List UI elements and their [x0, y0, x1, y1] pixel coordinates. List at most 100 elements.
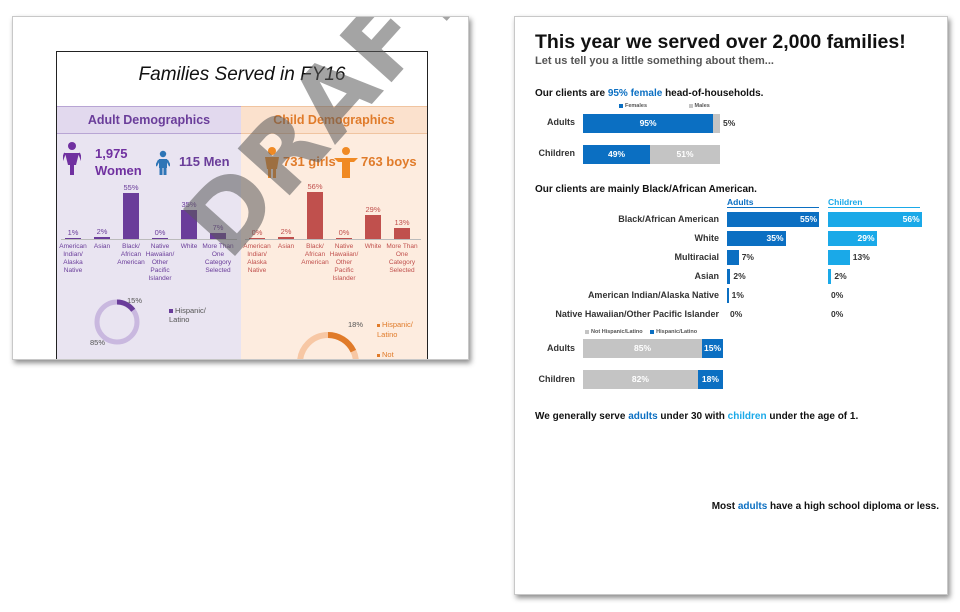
stacked-segment: 95% [583, 114, 714, 133]
education-statement: Most adults have a high school diploma o… [711, 501, 939, 512]
race-bar [152, 238, 168, 239]
adult-panel-header: Adult Demographics [57, 106, 241, 134]
stacked-segment: 85% [583, 339, 702, 358]
race-bar [727, 269, 731, 284]
race-bar-value: 2% [733, 271, 746, 281]
race-bar-value: 29% [365, 204, 381, 214]
race-bar-value: 0% [730, 309, 743, 319]
gender-legend: Females Males [619, 103, 710, 109]
race-bar [365, 214, 381, 239]
race-bar-value: 55% [799, 214, 817, 224]
race-bar-value: 0% [831, 309, 844, 319]
ethnicity-adults-label: Adults [547, 343, 575, 353]
race-col-children: Children [828, 197, 920, 208]
stacked-segment: 49% [583, 145, 651, 164]
race-bar [727, 231, 786, 246]
race-bar-value: 7% [741, 252, 754, 262]
race-category-label: Asian [277, 243, 295, 250]
race-bar-value: 13% [852, 252, 870, 262]
girls-label: 731 girls [283, 154, 336, 169]
race-bar [278, 237, 294, 239]
race-category-label: American Indian/ Alaska Native [243, 243, 271, 274]
race-category-label: White [694, 233, 720, 243]
child-ethnicity-donut [297, 332, 359, 359]
boy-icon [334, 147, 358, 178]
race-category-label: Native Hawaiian/ Other Pacific Islander [145, 243, 175, 282]
race-bar-value: 2% [834, 271, 847, 281]
gender-children-label: Children [538, 148, 575, 158]
adult-not-hispanic-pct: 85% [90, 338, 106, 347]
race-category-label: More Than One Category Selected [386, 243, 418, 274]
page-title: This year we served over 2,000 families! [535, 31, 906, 53]
gender-heading: Our clients are 95% female head-of-house… [535, 88, 764, 99]
age-statement: We generally serve adults under 30 with … [535, 411, 859, 422]
race-category-label: Black/ African American [117, 243, 145, 266]
axis-line [245, 239, 421, 240]
race-bar [307, 192, 323, 239]
race-category-label: Asian [93, 243, 111, 250]
race-category-label: Native Hawaiian/ Other Pacific Islander [329, 243, 359, 282]
child-demographics-panel: Child Demographics 731 girls 763 boys 0%… [241, 106, 427, 359]
adult-demographics-panel: Adult Demographics 1,975 Women 115 Men 1… [57, 106, 242, 359]
race-bar-value: 35% [181, 199, 197, 209]
race-category-label: American Indian/Alaska Native [587, 290, 719, 300]
page-subtitle: Let us tell you a little something about… [535, 55, 774, 67]
race-bar [249, 238, 265, 239]
race-bar [828, 231, 877, 246]
race-category-label: Native Hawaiian/Other Pacific Islander [555, 309, 719, 319]
race-bar [727, 250, 739, 265]
stacked-segment [713, 114, 720, 133]
race-category-label: Multiracial [674, 252, 719, 262]
race-bar [828, 269, 832, 284]
child-panel-header: Child Demographics [241, 106, 427, 134]
race-bar [727, 212, 819, 227]
ethnicity-children-label: Children [538, 374, 575, 384]
race-category-label: Black/African American [618, 214, 719, 224]
race-bar-value: 55% [123, 183, 139, 193]
race-bar [828, 250, 850, 265]
race-bar-value: 0% [251, 228, 263, 237]
child-donut-legend-not: Not [377, 350, 394, 359]
left-slide-thumbnail[interactable]: Families Served in FY16 Adult Demographi… [12, 16, 469, 360]
race-bar [94, 237, 110, 239]
stacked-segment: 51% [650, 145, 720, 164]
race-bar-value: 35% [766, 233, 784, 243]
race-bar-value: 1% [731, 290, 744, 300]
race-bar-value: 0% [154, 228, 166, 237]
stacked-segment: 82% [583, 370, 698, 389]
race-category-label: White [364, 243, 382, 250]
man-icon [156, 150, 170, 175]
women-count: 1,975 [95, 146, 128, 161]
race-bar-value: 1% [67, 228, 79, 237]
race-bar-value: 7% [212, 223, 224, 233]
gender-adults-label: Adults [547, 117, 575, 127]
race-bar [394, 228, 410, 239]
slide-frame: Families Served in FY16 Adult Demographi… [56, 51, 428, 359]
race-category-label: Black/ African American [301, 243, 329, 266]
race-bar-value: 29% [857, 233, 875, 243]
race-category-label: American Indian/ Alaska Native [59, 243, 87, 274]
slide-title: Families Served in FY16 [138, 64, 346, 85]
race-bar-value: 0% [831, 290, 844, 300]
race-bar-value: 56% [307, 182, 323, 192]
race-bar [181, 209, 197, 239]
right-page-thumbnail[interactable]: This year we served over 2,000 families!… [514, 16, 948, 595]
race-bar [65, 238, 81, 239]
ethnicity-legend: Not Hispanic/Latino Hispanic/Latino [585, 329, 697, 335]
axis-line [61, 239, 237, 240]
adult-ethnicity-donut [94, 299, 140, 345]
race-bar-value: 2% [280, 227, 292, 237]
boys-label: 763 boys [361, 154, 417, 169]
stacked-segment: 15% [702, 339, 723, 358]
race-category-label: White [180, 243, 198, 250]
adult-donut-legend: Hispanic/ Latino [169, 306, 206, 324]
race-bar [336, 238, 352, 239]
child-donut-legend: Hispanic/ Latino [377, 320, 413, 339]
race-bar [828, 212, 922, 227]
race-bar [210, 233, 226, 239]
race-heading: Our clients are mainly Black/African Ame… [535, 184, 757, 195]
race-category-label: Asian [694, 271, 719, 281]
race-bar [727, 288, 729, 303]
stacked-segment-value: 5% [723, 118, 736, 128]
race-col-adults: Adults [727, 197, 819, 208]
